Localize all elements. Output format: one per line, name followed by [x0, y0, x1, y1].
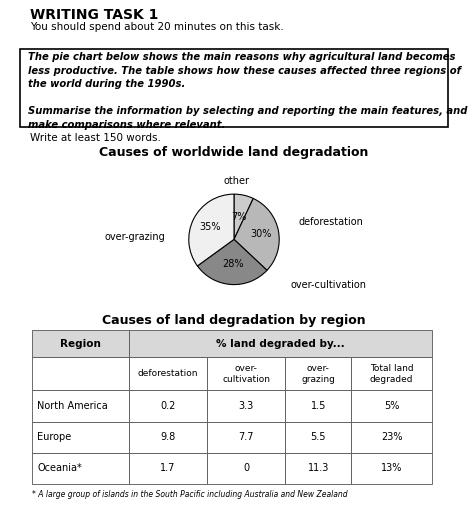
Text: Write at least 150 words.: Write at least 150 words.: [30, 133, 161, 143]
Text: 7%: 7%: [231, 212, 247, 222]
Text: * A large group of islands in the South Pacific including Australia and New Zeal: * A large group of islands in the South …: [32, 490, 348, 499]
Text: 11.3: 11.3: [308, 463, 329, 473]
Text: Total land
degraded: Total land degraded: [370, 365, 413, 383]
Text: The pie chart below shows the main reasons why agricultural land becomes
less pr: The pie chart below shows the main reaso…: [28, 52, 468, 130]
Text: % land degraded by...: % land degraded by...: [216, 339, 345, 349]
Text: 0.2: 0.2: [161, 401, 176, 411]
Text: 35%: 35%: [199, 222, 220, 232]
Bar: [351, 391, 431, 421]
Bar: [32, 391, 129, 421]
Bar: [285, 421, 351, 453]
Bar: [351, 421, 431, 453]
Text: 7.7: 7.7: [239, 432, 254, 442]
Bar: [285, 453, 351, 484]
Bar: [129, 421, 207, 453]
Bar: [351, 357, 431, 391]
Text: deforestation: deforestation: [298, 217, 363, 227]
Text: Causes of land degradation by region: Causes of land degradation by region: [102, 314, 366, 327]
Text: 1.5: 1.5: [311, 401, 326, 411]
Text: over-
cultivation: over- cultivation: [222, 365, 271, 383]
Bar: [129, 453, 207, 484]
Text: 13%: 13%: [381, 463, 402, 473]
Bar: [32, 357, 129, 391]
Bar: [32, 453, 129, 484]
Text: 1.7: 1.7: [161, 463, 176, 473]
Text: 9.8: 9.8: [161, 432, 176, 442]
Bar: [129, 357, 207, 391]
Text: You should spend about 20 minutes on this task.: You should spend about 20 minutes on thi…: [30, 22, 284, 32]
Bar: [207, 357, 285, 391]
Text: 0: 0: [243, 463, 249, 473]
Text: other: other: [223, 177, 249, 186]
Text: 5%: 5%: [384, 401, 399, 411]
Bar: [129, 330, 431, 357]
Text: over-
grazing: over- grazing: [301, 365, 336, 383]
Text: Causes of worldwide land degradation: Causes of worldwide land degradation: [99, 146, 369, 159]
Wedge shape: [234, 199, 279, 270]
Bar: [285, 357, 351, 391]
Text: over-cultivation: over-cultivation: [291, 280, 366, 290]
Bar: [207, 421, 285, 453]
Bar: [129, 391, 207, 421]
Text: Region: Region: [60, 339, 101, 349]
Text: Oceania*: Oceania*: [37, 463, 82, 473]
Bar: [285, 391, 351, 421]
Text: 3.3: 3.3: [239, 401, 254, 411]
Bar: [207, 453, 285, 484]
Bar: [351, 453, 431, 484]
Wedge shape: [189, 194, 234, 266]
Text: North America: North America: [37, 401, 108, 411]
Text: 28%: 28%: [222, 259, 243, 269]
Text: 30%: 30%: [250, 229, 271, 239]
Text: 5.5: 5.5: [311, 432, 326, 442]
Text: WRITING TASK 1: WRITING TASK 1: [30, 8, 158, 22]
Text: 23%: 23%: [381, 432, 402, 442]
Bar: [20, 49, 448, 127]
Text: over-grazing: over-grazing: [104, 232, 165, 242]
Bar: [32, 330, 129, 357]
Wedge shape: [234, 194, 253, 240]
Text: Europe: Europe: [37, 432, 72, 442]
Bar: [32, 421, 129, 453]
Wedge shape: [197, 240, 267, 285]
Text: deforestation: deforestation: [138, 370, 198, 378]
Bar: [207, 391, 285, 421]
